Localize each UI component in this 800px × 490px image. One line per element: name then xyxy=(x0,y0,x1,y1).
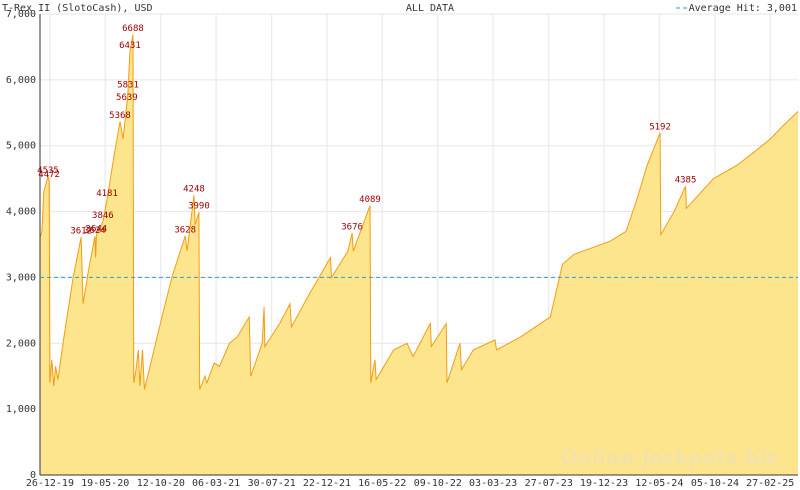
x-tick-label: 09-10-22 xyxy=(414,478,462,489)
annotation: 6688 xyxy=(122,24,144,34)
x-tick-label: 16-05-22 xyxy=(358,478,406,489)
x-tick-label: 19-12-23 xyxy=(580,478,628,489)
y-tick-label: 2,000 xyxy=(6,338,36,349)
chart-subtitle: ALL DATA xyxy=(406,3,454,14)
annotation: 5192 xyxy=(649,123,671,133)
annotation: 4385 xyxy=(675,176,697,186)
area-fill xyxy=(40,34,798,476)
y-tick-label: 0 xyxy=(30,470,36,481)
y-tick-label: 5,000 xyxy=(6,141,36,152)
annotation: 4181 xyxy=(96,189,118,199)
x-tick-label: 19-05-20 xyxy=(81,478,129,489)
x-tick-label: 30-07-21 xyxy=(248,478,296,489)
y-tick-label: 3,000 xyxy=(6,272,36,283)
annotation: 3990 xyxy=(188,202,210,212)
x-tick-label: 22-12-21 xyxy=(303,478,351,489)
area-line xyxy=(39,34,799,390)
annotation: 4535 xyxy=(37,166,59,176)
annotation: 6431 xyxy=(119,41,141,51)
x-tick-label: 06-03-21 xyxy=(192,478,240,489)
legend-label: Average Hit: 3,001 xyxy=(689,3,797,14)
chart-title: T-Rex II (SlotoCash), USD xyxy=(2,3,153,14)
annotation: 3676 xyxy=(341,222,363,232)
annotation: 3846 xyxy=(92,211,114,221)
annotation: 3612 xyxy=(70,227,92,237)
annotation: 5639 xyxy=(116,93,138,103)
annotation: 4089 xyxy=(359,195,381,205)
x-tick-label: 12-05-24 xyxy=(635,478,683,489)
x-tick-label: 26-12-19 xyxy=(26,478,74,489)
x-tick-label: 03-03-23 xyxy=(469,478,517,489)
annotation: 4248 xyxy=(183,185,205,195)
annotation: 5368 xyxy=(109,111,131,121)
y-tick-label: 4,000 xyxy=(6,207,36,218)
x-tick-label: 05-10-24 xyxy=(691,478,739,489)
x-tick-label: 27-07-23 xyxy=(525,478,573,489)
x-tick-label: 12-10-20 xyxy=(137,478,185,489)
y-tick-label: 1,000 xyxy=(6,404,36,415)
watermark: Online-Jackpots.biz xyxy=(561,446,778,470)
x-tick-label: 27-02-25 xyxy=(746,478,794,489)
annotation: 3644 xyxy=(86,225,108,235)
annotation: 5831 xyxy=(117,80,139,90)
annotation: 3624 xyxy=(84,226,106,236)
annotation: 4472 xyxy=(38,170,60,180)
area-layer xyxy=(39,34,799,476)
y-tick-label: 6,000 xyxy=(6,75,36,86)
y-tick-label: 7,000 xyxy=(6,9,36,20)
annotation: 3628 xyxy=(174,226,196,236)
overlay: Online-Jackpots.biz Average Hit: 3,001 453… xyxy=(37,3,798,476)
